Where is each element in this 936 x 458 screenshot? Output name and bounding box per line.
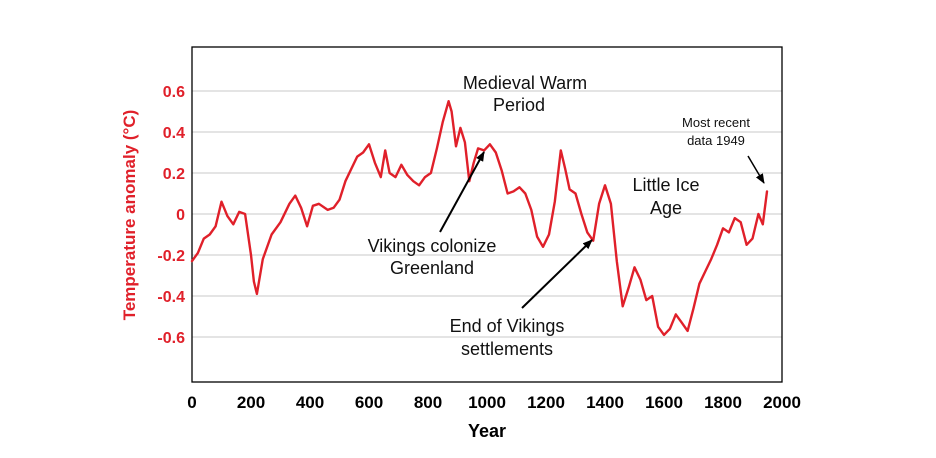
gridlines — [192, 90, 782, 338]
svg-text:End of Vikings: End of Vikings — [450, 316, 565, 336]
annotation-most-recent-data: Most recent data 1949 — [682, 115, 765, 184]
x-tick-label: 1200 — [527, 393, 565, 412]
annotation-little-ice-age: Little Ice Age — [632, 175, 699, 218]
y-tick-label: 0 — [176, 207, 185, 224]
annotation-end-of-vikings: End of Vikings settlements — [450, 239, 593, 359]
svg-text:Most recent: Most recent — [682, 115, 750, 130]
y-tick-label: 0.6 — [163, 84, 185, 101]
temperature-series-line — [190, 100, 769, 337]
x-tick-label: 0 — [187, 393, 196, 412]
svg-text:Period: Period — [493, 95, 545, 115]
x-tick-label: 800 — [414, 393, 442, 412]
x-tick-label: 1400 — [586, 393, 624, 412]
y-tick-label: -0.2 — [157, 248, 185, 265]
x-tick-label: 2000 — [763, 393, 801, 412]
y-tick-label: -0.6 — [157, 330, 185, 347]
arrow-vikings-colonize — [439, 151, 485, 233]
svg-text:Age: Age — [650, 198, 682, 218]
y-tick-label: 0.2 — [163, 166, 185, 183]
x-tick-label: 200 — [237, 393, 265, 412]
svg-text:Little Ice: Little Ice — [632, 175, 699, 195]
x-axis-title: Year — [468, 421, 506, 441]
y-tick-label: -0.4 — [157, 289, 185, 306]
annotation-vikings-colonize: Vikings colonize Greenland — [368, 151, 497, 278]
x-tick-label: 1000 — [468, 393, 506, 412]
svg-text:Greenland: Greenland — [390, 258, 474, 278]
arrow-end-of-vikings — [521, 239, 593, 309]
y-tick-labels: 0.6 0.4 0.2 0 -0.2 -0.4 -0.6 — [157, 84, 185, 347]
y-axis-title: Temperature anomaly (°C) — [120, 110, 139, 321]
x-tick-label: 1600 — [645, 393, 683, 412]
x-tick-label: 400 — [296, 393, 324, 412]
svg-text:data 1949: data 1949 — [687, 133, 745, 148]
x-tick-label: 1800 — [704, 393, 742, 412]
svg-text:Vikings colonize: Vikings colonize — [368, 236, 497, 256]
y-tick-label: 0.4 — [163, 125, 185, 142]
x-tick-labels: 0 200 400 600 800 1000 1200 1400 1600 1800 2000 — [187, 393, 801, 412]
svg-text:settlements: settlements — [461, 339, 553, 359]
plot-frame — [191, 46, 783, 383]
arrow-most-recent-data — [747, 155, 765, 184]
x-tick-label: 600 — [355, 393, 383, 412]
annotation-medieval-warm-period: Medieval Warm Period — [463, 73, 587, 115]
svg-text:Medieval Warm: Medieval Warm — [463, 73, 587, 93]
